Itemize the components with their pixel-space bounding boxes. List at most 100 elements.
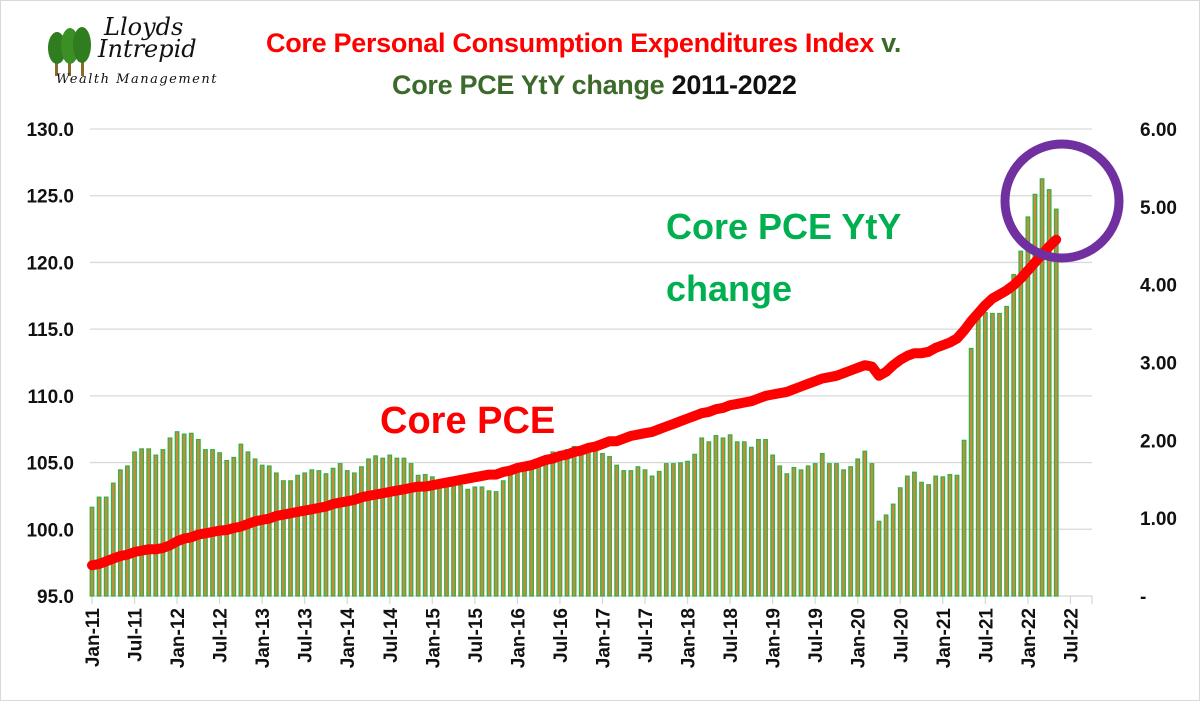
bar [727,434,733,597]
bar [904,475,910,597]
bar [507,474,513,597]
bar [295,474,301,597]
bar [536,463,542,597]
bar [940,476,946,597]
bar [330,467,336,597]
bar [600,452,605,597]
logo-name-line1: Lloyds [104,13,184,41]
bar [458,484,464,597]
bar [117,469,123,597]
right-tick-label: 3.00 [1140,354,1177,375]
bar [252,458,258,597]
bar [479,486,485,597]
bar [614,464,620,597]
bar [841,469,846,597]
bar [273,472,279,597]
bar [869,463,875,597]
bar [1053,208,1059,597]
bar [990,312,995,597]
bar [826,463,832,597]
x-tick-label: Jul-12 [211,608,232,663]
bar [125,465,130,597]
highlight-circle [1000,139,1124,263]
bar [890,503,896,597]
bar [153,454,159,597]
chart-title-line2: Core PCE YtY change 2011-2022 [392,70,797,101]
bar [174,431,180,597]
bar [805,465,811,597]
left-tick-label: 130.0 [26,120,74,141]
right-tick-label: - [1140,587,1146,608]
bar [550,451,556,597]
bar [834,463,839,597]
title-years: 2011-2022 [671,70,797,100]
title-green-part: Core PCE YtY change [392,70,665,100]
bar [954,474,960,597]
bar [103,496,109,597]
bar [238,443,244,597]
bar [663,463,669,597]
bar [982,312,988,597]
bar [543,457,549,597]
bar [713,435,719,597]
bar [741,441,747,597]
bar [323,473,329,597]
bar [926,484,932,597]
logo-tagline: Wealth Management [56,72,218,87]
bar [607,456,612,597]
yty-change-annotation: Core PCE YtY change [666,196,901,320]
bar [706,441,712,597]
bar [373,455,378,597]
bar [720,437,726,597]
core-pce-line [87,234,1062,571]
bar [635,466,641,597]
bar [748,446,754,597]
bar [876,520,882,597]
bar [366,458,371,597]
bar [96,496,102,597]
company-logo: Lloyds Intrepid Wealth Management [48,14,258,94]
x-tick-label: Jan-21 [934,608,955,669]
right-tick-label: 5.00 [1140,198,1177,219]
bar [387,454,393,597]
yty-annotation-line2: change [666,268,793,309]
x-tick-label: Jan-14 [338,608,359,669]
bar [429,476,435,597]
right-tick-label: 6.00 [1140,120,1177,141]
x-tick-label: Jan-19 [764,608,785,668]
bar [592,449,598,597]
bar [415,474,421,597]
bar-series [89,178,1059,597]
x-tick-label: Jul-15 [466,608,487,663]
bar [621,470,627,597]
title-versus: v. [881,28,902,58]
bar [139,448,145,597]
bar [678,462,683,597]
bar [89,506,95,597]
bar [734,441,740,597]
bar [351,472,357,597]
bar [309,469,315,597]
bar [486,490,492,597]
x-tick-label: Jul-17 [636,608,657,663]
bar [167,437,173,597]
bar [110,482,116,597]
bar [862,450,868,597]
bar [571,445,577,597]
bar [912,471,917,597]
x-tick-label: Jan-12 [168,608,189,668]
bar [1011,273,1017,597]
bar [380,457,386,597]
left-tick-label: 110.0 [28,387,75,408]
bar [181,433,187,597]
x-tick-label: Jan-22 [1019,608,1040,668]
x-tick-label: Jul-21 [976,608,997,663]
bar [770,454,776,597]
x-tick-label: Jan-13 [253,608,274,668]
bar [883,514,889,597]
logo-name-line2: Intrepid [98,35,197,63]
x-tick-label: Jan-17 [593,608,614,668]
right-tick-label: 4.00 [1140,276,1177,297]
bar [132,451,137,597]
